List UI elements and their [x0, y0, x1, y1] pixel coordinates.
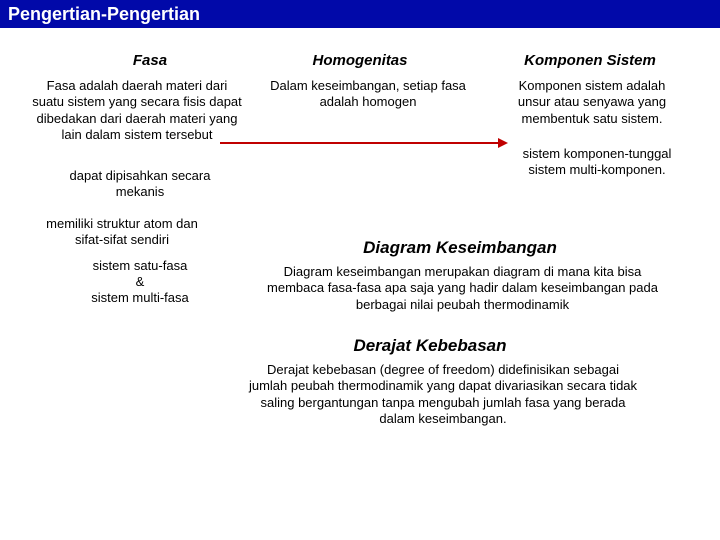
section-heading-derajat: Derajat Kebebasan — [270, 336, 590, 356]
komponen-body2: sistem komponen-tunggal sistem multi-kom… — [502, 146, 692, 179]
fasa-body4amp: & — [60, 274, 220, 290]
fasa-body3: memiliki struktur atom dan sifat-sifat s… — [32, 216, 212, 249]
section-heading-diagram: Diagram Keseimbangan — [300, 238, 620, 258]
col-heading-komponen: Komponen Sistem — [500, 52, 680, 69]
col-heading-homogenitas: Homogenitas — [290, 52, 430, 69]
arrow-head-icon — [498, 138, 508, 148]
fasa-body1: Fasa adalah daerah materi dari suatu sis… — [32, 78, 242, 143]
fasa-body4b: sistem multi-fasa — [60, 290, 220, 306]
col-heading-fasa: Fasa — [90, 52, 210, 69]
fasa-body4a: sistem satu-fasa — [60, 258, 220, 274]
homogenitas-body: Dalam keseimbangan, setiap fasa adalah h… — [268, 78, 468, 111]
diagram-body: Diagram keseimbangan merupakan diagram d… — [255, 264, 670, 313]
derajat-body: Derajat kebebasan (degree of freedom) di… — [248, 362, 638, 427]
slide-content: Fasa Homogenitas Komponen Sistem Fasa ad… — [0, 28, 720, 540]
header-bar: Pengertian-Pengertian — [0, 0, 720, 28]
komponen-body1: Komponen sistem adalah unsur atau senyaw… — [502, 78, 682, 127]
arrow-line — [220, 142, 500, 144]
fasa-body2: dapat dipisahkan secara mekanis — [50, 168, 230, 201]
header-title: Pengertian-Pengertian — [8, 4, 200, 24]
